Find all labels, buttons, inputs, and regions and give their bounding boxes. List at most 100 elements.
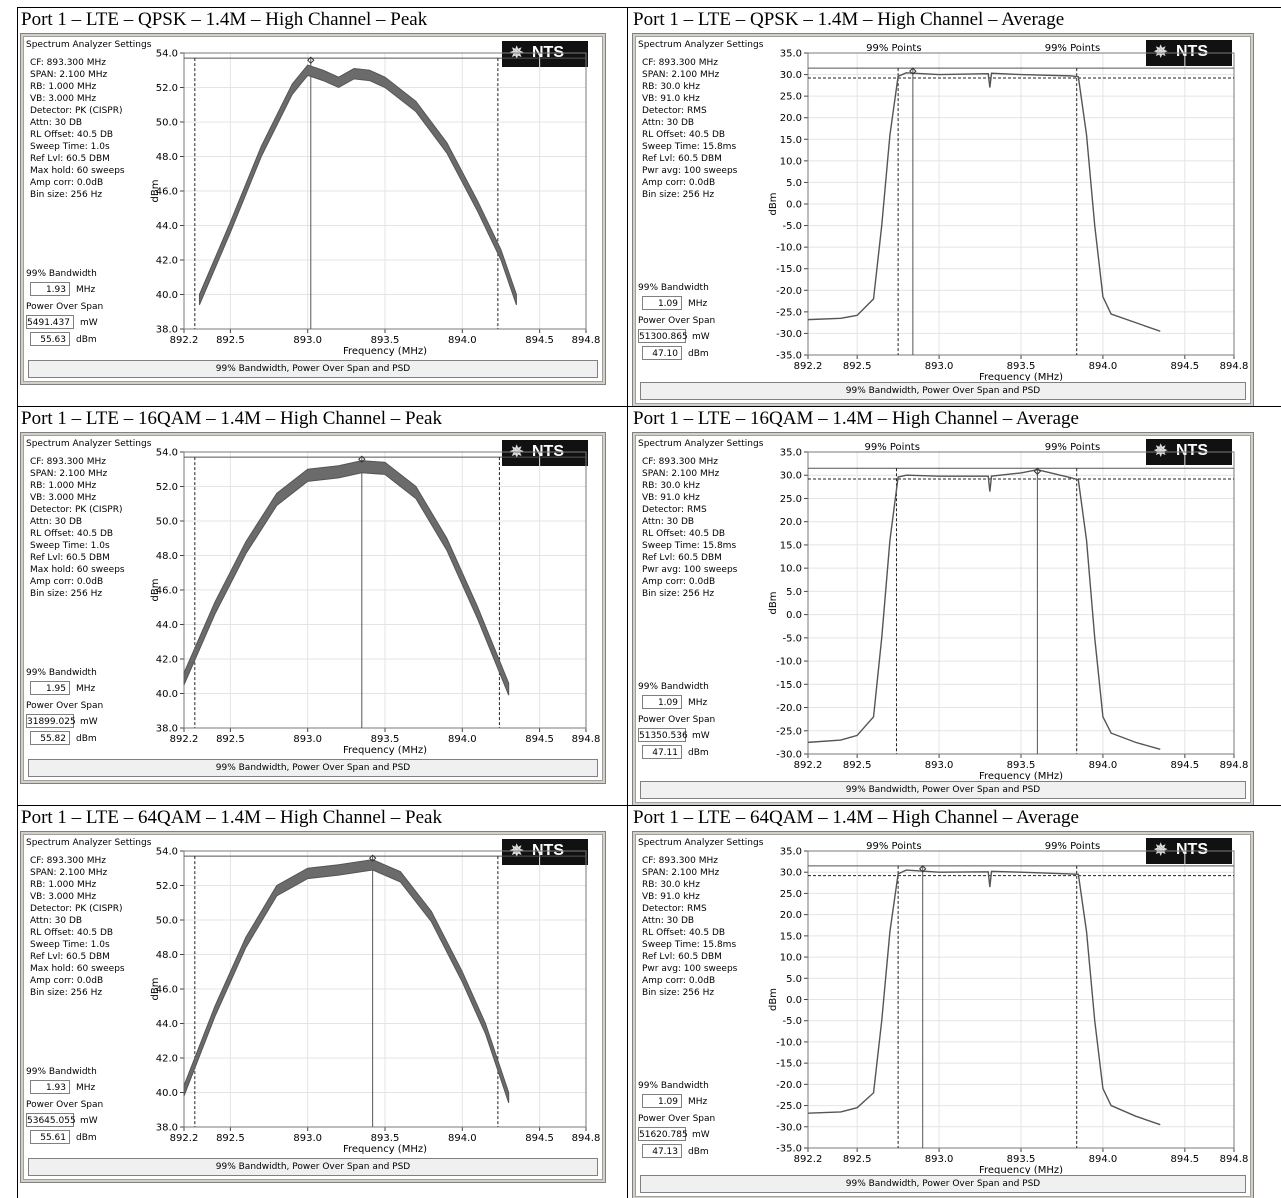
power-dbm-field[interactable]: 55.82 [30,731,70,745]
spectrum-trace [807,869,1161,1126]
y-tick-label: 50.0 [156,118,178,129]
bandwidth-field[interactable]: 1.95 [30,681,70,695]
settings-list: CF: 893.300 MHz SPAN: 2.100 MHz RB: 1.000 … [26,855,150,999]
power-mw-field[interactable]: 51300.865 [638,329,688,343]
obw-annotation: 99% Points [1045,841,1100,852]
x-tick-label: 894.8 [1220,760,1248,771]
power-dbm-field[interactable]: 55.63 [30,332,70,346]
bandwidth-field[interactable]: 1.93 [30,1080,70,1094]
x-axis-label: Frequency (MHz) [979,1165,1063,1174]
power-dbm-unit: dBm [76,734,97,744]
bandwidth-unit: MHz [76,1083,96,1093]
settings-title: Spectrum Analyzer Settings [638,838,764,848]
y-tick-label: -5.0 [782,221,802,232]
x-tick-label: 894.0 [448,1133,477,1144]
bandwidth-field[interactable]: 1.93 [30,282,70,296]
y-tick-label: 44.0 [156,620,178,631]
y-tick-label: 40.0 [156,1088,178,1099]
settings-line: RL Offset: 40.5 DB [30,529,114,539]
bandwidth-row: 1.93 MHz [26,282,103,296]
bandwidth-label: 99% Bandwidth [26,668,97,678]
power-mw-field[interactable]: 5491.437 [26,315,74,329]
power-dbm-row: 47.13 dBm [638,1144,715,1158]
analyzer-screenshot: Spectrum Analyzer Settings CF: 893.300 MH… [20,831,606,1183]
power-dbm-field[interactable]: 47.10 [642,346,682,360]
x-axis-label: Frequency (MHz) [343,346,427,357]
nts-logo-text: NTS [1176,841,1208,858]
bandwidth-field[interactable]: 1.09 [642,296,682,310]
power-mw-unit: mW [80,318,98,328]
power-mw-field[interactable]: 31899.025 [26,714,76,728]
settings-line: Ref Lvl: 60.5 DBM [30,952,110,962]
settings-line: Detector: PK (CISPR) [30,106,123,116]
x-tick-label: 892.5 [216,335,245,346]
settings-line: Attn: 30 DB [30,517,83,527]
measurement-panel: 99% Bandwidth 1.93 MHz Power Over Span 53645… [26,1067,103,1144]
x-tick-label: 894.0 [1089,361,1118,372]
analyzer-screenshot: Spectrum Analyzer Settings CF: 893.300 MH… [632,432,1254,805]
y-tick-label: 20.0 [780,910,802,921]
x-tick-label: 893.5 [1007,760,1036,771]
bandwidth-field[interactable]: 1.09 [642,695,682,709]
grid-lines [183,451,587,729]
settings-line: Bin size: 256 Hz [642,589,715,599]
power-dbm-field[interactable]: 47.11 [642,745,682,759]
x-tick-label: 894.0 [448,734,477,745]
measurement-panel: 99% Bandwidth 1.95 MHz Power Over Span 31899… [26,668,103,745]
settings-title: Spectrum Analyzer Settings [638,40,764,50]
analyzer-screenshot: Spectrum Analyzer Settings CF: 893.300 MH… [632,33,1254,406]
power-dbm-field[interactable]: 47.13 [642,1144,682,1158]
spectrum-chart: 35.0 30.0 25.0 20.0 15.0 10.0 5.0 0.0 -5.0 -10.0 -… [768,43,1248,381]
settings-panel: Spectrum Analyzer Settings CF: 893.300 MH… [638,837,764,999]
settings-line: RB: 1.000 MHz [30,880,97,890]
settings-line: RB: 1.000 MHz [30,481,97,491]
x-tick-label: 894.5 [1171,760,1200,771]
bandwidth-unit: MHz [76,285,96,295]
y-tick-label: 35.0 [780,847,802,858]
grid-lines [807,52,1235,356]
settings-panel: Spectrum Analyzer Settings CF: 893.300 MH… [26,837,151,999]
power-dbm-row: 55.82 dBm [26,731,103,745]
x-tick-label: 894.0 [448,335,477,346]
power-over-span-label: Power Over Span [638,715,716,725]
power-dbm-row: 55.61 dBm [26,1130,103,1144]
report-cell: Port 1 – LTE – QPSK – 1.4M – High Channe… [630,8,1269,406]
power-dbm-field[interactable]: 55.61 [30,1130,70,1144]
power-mw-field[interactable]: 51350.536 [638,728,688,742]
settings-line: SPAN: 2.100 MHz [30,868,108,878]
x-tick-label: 892.2 [170,734,199,745]
bandwidth-unit: MHz [76,684,96,694]
bandwidth-row: 1.09 MHz [638,695,715,709]
panel-footer: 99% Bandwidth, Power Over Span and PSD [640,1175,1246,1193]
measurement-panel: 99% Bandwidth 1.09 MHz Power Over Span 51620… [638,1081,715,1158]
settings-line: Bin size: 256 Hz [30,589,103,599]
plot-frame [183,451,587,729]
x-axis-label: Frequency (MHz) [979,771,1063,780]
settings-line: Amp corr: 0.0dB [642,976,716,986]
power-mw-field[interactable]: 53645.055 [26,1113,76,1127]
bandwidth-field[interactable]: 1.09 [642,1094,682,1108]
measurement-panel: 99% Bandwidth 1.93 MHz Power Over Span 5491.… [26,269,103,346]
x-tick-label: 894.0 [1089,760,1118,771]
grid-lines [807,850,1235,1149]
cell-title: Port 1 – LTE – 64QAM – 1.4M – High Chann… [633,807,1079,828]
power-mw-field[interactable]: 51620.785 [638,1127,688,1141]
spectrum-trace [183,460,510,696]
power-mw-row: 51350.536 mW [638,728,715,742]
plot-frame [807,850,1235,1149]
grid-lines [807,451,1235,755]
power-dbm-row: 47.10 dBm [638,346,715,360]
settings-line: Detector: RMS [642,505,707,515]
x-axis-label: Frequency (MHz) [979,372,1063,381]
bandwidth-label: 99% Bandwidth [638,682,709,692]
settings-panel: Spectrum Analyzer Settings CF: 893.300 MH… [26,39,151,201]
settings-line: RB: 30.0 kHz [642,481,700,491]
settings-line: Detector: RMS [642,106,707,116]
settings-line: RL Offset: 40.5 DB [30,928,114,938]
settings-line: Sweep Time: 15.8ms [642,940,737,950]
power-mw-row: 31899.025 mW [26,714,103,728]
report-cell: Port 1 – LTE – 64QAM – 1.4M – High Chann… [630,806,1269,1198]
table-rule [17,7,18,1198]
settings-line: SPAN: 2.100 MHz [642,868,720,878]
y-tick-label: 38.0 [156,1123,178,1134]
